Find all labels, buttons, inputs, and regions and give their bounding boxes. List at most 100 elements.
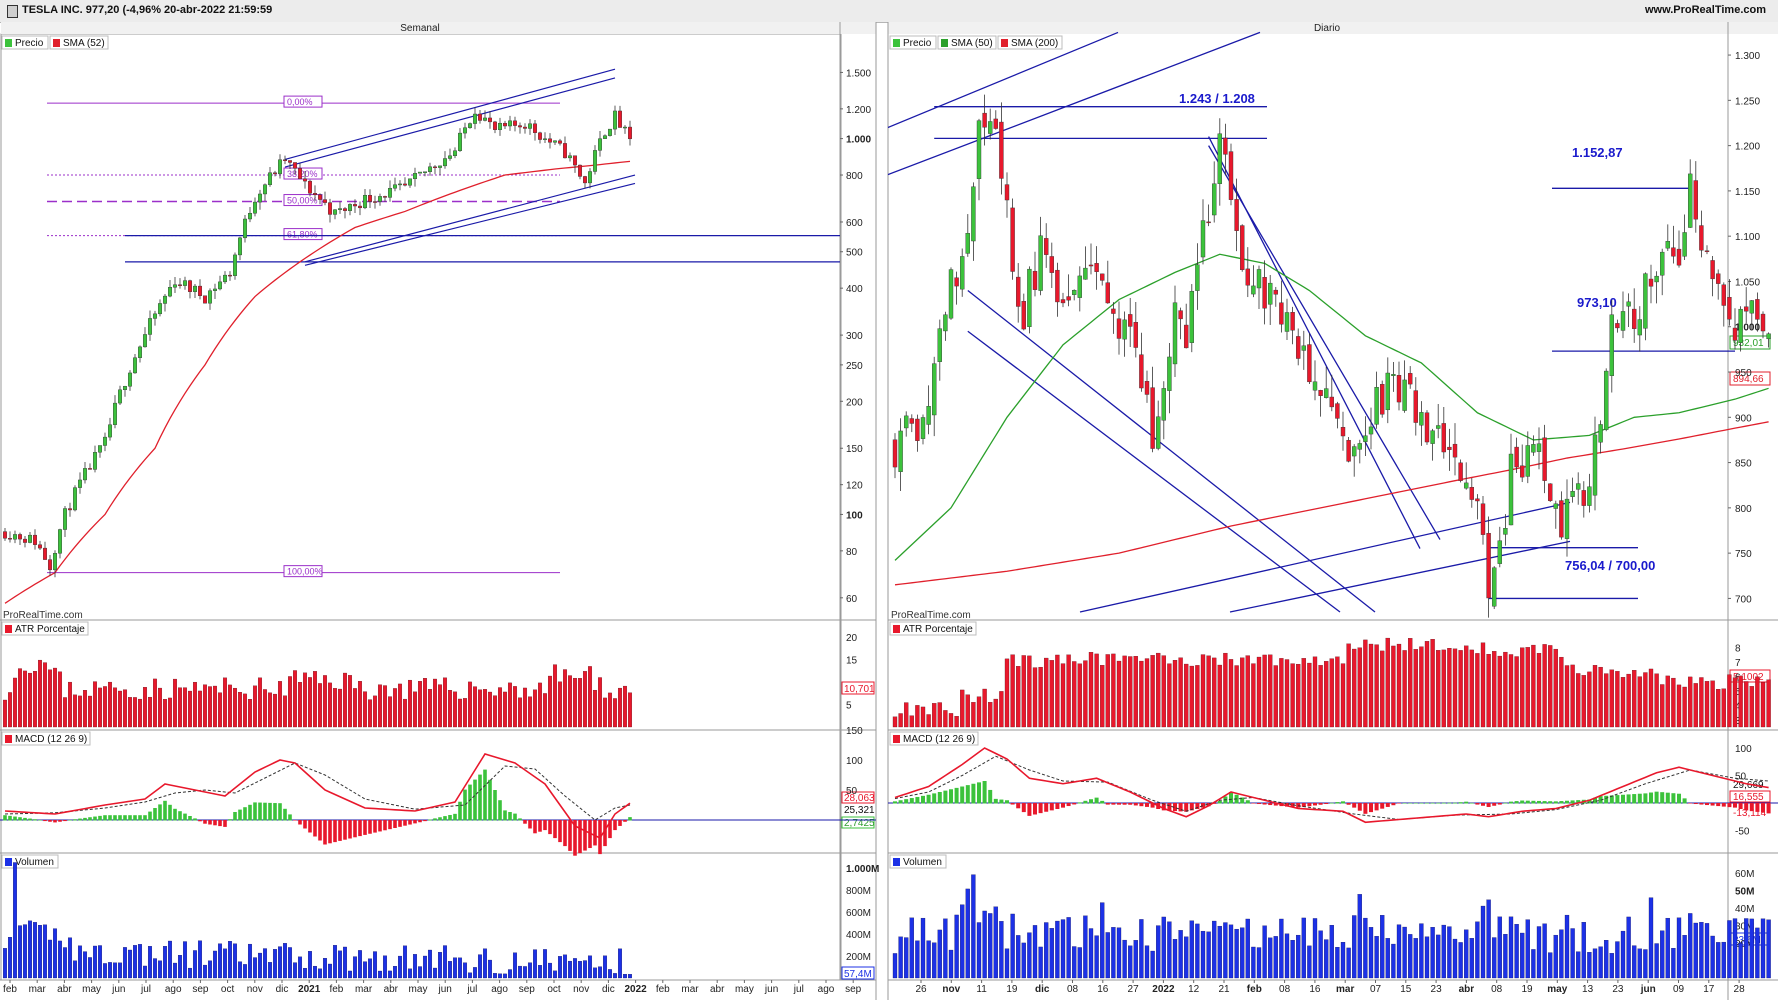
candle-body xyxy=(177,284,182,286)
atr-bar xyxy=(1419,646,1424,728)
candle-body xyxy=(1340,427,1346,437)
chart-canvas[interactable]: Semanal Diario Precio SMA (52) Precio SM… xyxy=(0,22,1778,1000)
atr-bar xyxy=(1441,649,1446,728)
left-channel-lower xyxy=(304,174,636,263)
macd-histogram-bar xyxy=(548,820,552,835)
sma200-swatch-icon xyxy=(1001,39,1008,47)
candle-body xyxy=(358,205,363,209)
atr-bar xyxy=(948,713,954,728)
candle-body xyxy=(438,165,443,168)
atr-bar xyxy=(1643,672,1648,728)
candle-body xyxy=(1458,462,1463,481)
volume-bar xyxy=(213,950,217,979)
atr-bar xyxy=(1396,643,1402,728)
atr-bar xyxy=(1447,648,1452,728)
volume-bar xyxy=(1598,946,1603,979)
atr-bar xyxy=(318,683,322,728)
atr-bar xyxy=(1100,665,1105,728)
volume-bar xyxy=(593,967,597,979)
volume-bar xyxy=(558,956,562,979)
atr-bar xyxy=(63,697,67,728)
left-x-tick-label: mar xyxy=(29,984,47,995)
right-x-tick-label: feb xyxy=(1247,984,1262,995)
macd-histogram-bar xyxy=(328,820,332,844)
right-volume-legend: Volumen xyxy=(889,854,947,869)
candle-body xyxy=(107,424,112,438)
candle-body xyxy=(1273,289,1279,295)
candle-body xyxy=(318,194,323,200)
macd-histogram-bar xyxy=(458,801,462,821)
sma50-swatch-icon xyxy=(941,39,948,47)
atr-bar xyxy=(223,677,227,728)
macd-histogram-bar xyxy=(943,790,948,804)
candle-body xyxy=(1027,268,1032,327)
macd-histogram-bar xyxy=(88,817,92,821)
macd-histogram-bar xyxy=(398,820,402,827)
macd-histogram-bar xyxy=(1122,803,1127,805)
candle-body xyxy=(965,233,970,254)
macd-histogram-bar xyxy=(113,815,117,821)
volume-bar xyxy=(1357,894,1362,979)
candle-body xyxy=(954,277,959,287)
volume-bar xyxy=(98,945,102,979)
atr-bar xyxy=(1671,677,1676,728)
macd-histogram-bar xyxy=(443,816,447,821)
candle-body xyxy=(1239,225,1245,271)
right-x-tick-label: 23 xyxy=(1431,984,1443,995)
left-atr-tick-label: 5 xyxy=(846,701,852,712)
candle-body xyxy=(1055,269,1060,303)
macd-histogram-bar xyxy=(1402,802,1407,804)
candle-body xyxy=(1547,483,1553,501)
atr-bar xyxy=(1525,647,1530,728)
macd-histogram-bar xyxy=(1285,803,1289,807)
volume-bar xyxy=(1234,928,1239,979)
atr-bar xyxy=(1391,645,1396,728)
atr-bar xyxy=(1469,649,1474,728)
left-x-tick-label: sep xyxy=(845,984,862,995)
atr-bar xyxy=(383,685,387,728)
volume-bar xyxy=(1279,918,1284,979)
candle-body xyxy=(1105,282,1111,304)
macd-histogram-bar xyxy=(438,817,442,821)
candle-body xyxy=(1262,277,1267,309)
volume-bar xyxy=(915,940,920,979)
macd-histogram-bar xyxy=(123,815,127,821)
atr-bar xyxy=(1083,660,1088,728)
atr-bar xyxy=(1503,651,1508,728)
volume-bar xyxy=(1072,946,1077,979)
macd-histogram-bar xyxy=(1072,803,1077,805)
macd-histogram-bar xyxy=(73,819,77,821)
atr-bar xyxy=(303,672,307,728)
volume-bar xyxy=(1049,928,1054,979)
atr-bar xyxy=(1184,663,1189,728)
candle-body xyxy=(12,534,17,540)
atr-bar xyxy=(453,691,457,728)
volume-bar xyxy=(1262,925,1267,979)
right-price-tick-label: 900 xyxy=(1735,413,1752,424)
svg-text:MACD (12 26 9): MACD (12 26 9) xyxy=(903,734,975,745)
atr-bar xyxy=(298,682,302,728)
macd-histogram-bar xyxy=(483,769,487,821)
macd-histogram-bar xyxy=(108,815,112,821)
macd-histogram-bar xyxy=(1749,803,1754,812)
atr-bar xyxy=(548,675,552,728)
macd-histogram-bar xyxy=(1195,803,1200,809)
volume-bar xyxy=(1038,946,1043,979)
volume-bar xyxy=(1172,939,1178,979)
volume-bar xyxy=(1738,942,1743,979)
volume-bar xyxy=(523,966,527,979)
candle-body xyxy=(1312,381,1318,391)
site-link[interactable]: www.ProRealTime.com xyxy=(1644,4,1766,16)
atr-bar xyxy=(1654,673,1659,728)
candle-body xyxy=(1475,498,1480,502)
volume-bar xyxy=(198,940,202,979)
volume-bar xyxy=(1570,928,1575,979)
volume-bar xyxy=(333,945,337,979)
volume-bar xyxy=(433,967,437,979)
atr-bar xyxy=(1301,658,1306,728)
svg-text:ATR Porcentaje: ATR Porcentaje xyxy=(903,624,973,635)
svg-text:10,701: 10,701 xyxy=(844,684,875,695)
macd-histogram-bar xyxy=(1559,801,1564,804)
volume-bar xyxy=(228,941,232,979)
candle-body xyxy=(423,171,428,173)
